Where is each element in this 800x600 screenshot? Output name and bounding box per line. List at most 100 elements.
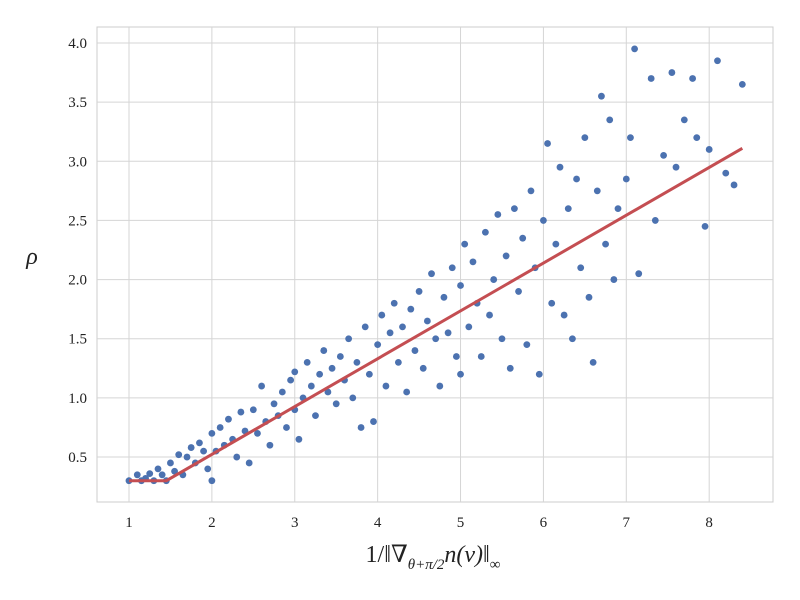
point: [225, 415, 232, 423]
point: [465, 323, 473, 331]
point: [457, 370, 464, 378]
point: [332, 400, 340, 408]
point: [353, 358, 361, 366]
point: [245, 459, 253, 467]
point: [390, 299, 398, 307]
point: [403, 388, 411, 396]
point: [573, 175, 580, 183]
point: [171, 467, 178, 475]
point: [602, 240, 609, 248]
point: [660, 151, 667, 159]
point: [506, 364, 514, 372]
point: [448, 264, 456, 272]
point: [291, 368, 299, 376]
point: [175, 451, 183, 459]
point: [133, 471, 141, 479]
x-tick-label: 4: [374, 515, 382, 531]
point: [183, 453, 191, 461]
point: [511, 205, 518, 213]
point: [394, 358, 402, 366]
point: [378, 311, 386, 319]
point: [598, 92, 605, 100]
point: [452, 353, 460, 360]
point: [494, 211, 502, 218]
point: [540, 217, 547, 224]
y-tick-label: 2.0: [68, 273, 87, 289]
point: [631, 45, 638, 53]
point: [486, 311, 493, 319]
point: [627, 134, 634, 142]
y-tick-label: 3.0: [68, 154, 87, 170]
point: [365, 370, 373, 378]
point: [328, 364, 336, 372]
x-label-part: 1/‖∇: [366, 542, 408, 568]
point: [233, 453, 241, 461]
point: [569, 335, 576, 343]
x-tick-label: 7: [623, 515, 631, 531]
point: [208, 477, 216, 485]
point: [303, 358, 311, 366]
point: [349, 394, 357, 402]
point: [523, 341, 531, 349]
point: [374, 341, 382, 349]
point: [237, 408, 245, 416]
point: [370, 418, 377, 425]
point: [738, 80, 746, 88]
point: [146, 470, 154, 478]
point: [577, 264, 585, 272]
y-tick-label: 3.5: [68, 95, 87, 111]
point: [730, 181, 738, 189]
point: [307, 382, 315, 390]
point: [283, 424, 290, 431]
plot-area: [96, 26, 774, 503]
point: [556, 163, 564, 171]
point: [668, 69, 676, 76]
point: [278, 388, 286, 396]
point: [345, 335, 353, 343]
point: [249, 406, 257, 414]
point: [316, 370, 324, 378]
point: [258, 382, 266, 390]
point: [610, 276, 618, 283]
x-label-sub: θ+π/2: [408, 557, 445, 573]
point: [552, 240, 560, 248]
point: [200, 447, 207, 455]
point: [701, 222, 709, 230]
point: [714, 57, 721, 65]
point: [544, 140, 551, 147]
point: [680, 116, 688, 124]
point: [527, 187, 535, 195]
point: [589, 358, 597, 366]
point: [519, 234, 527, 242]
point: [461, 240, 469, 248]
point: [498, 335, 506, 343]
point: [490, 276, 498, 283]
y-tick-label: 1.0: [68, 391, 87, 407]
y-tick-label: 2.5: [68, 213, 87, 229]
x-label-sub: ∞: [490, 557, 501, 573]
point: [432, 335, 440, 343]
point: [515, 288, 522, 295]
x-tick-label: 1: [125, 515, 133, 531]
x-axis-label: 1/‖∇θ+π/2n(v)‖∞: [366, 542, 501, 573]
point: [436, 382, 444, 390]
y-tick-label: 0.5: [68, 450, 87, 466]
point: [647, 75, 655, 82]
point: [386, 329, 394, 337]
point: [457, 282, 464, 289]
point: [324, 388, 332, 396]
point: [606, 116, 614, 124]
point: [593, 187, 601, 195]
point: [167, 459, 174, 467]
point: [415, 288, 423, 295]
point: [204, 465, 212, 473]
fit-line: [128, 146, 744, 483]
x-tick-label: 6: [540, 515, 548, 531]
point: [407, 305, 415, 313]
point: [361, 323, 369, 331]
point: [423, 317, 431, 325]
point: [635, 270, 643, 278]
point: [564, 205, 572, 213]
point: [266, 441, 274, 449]
